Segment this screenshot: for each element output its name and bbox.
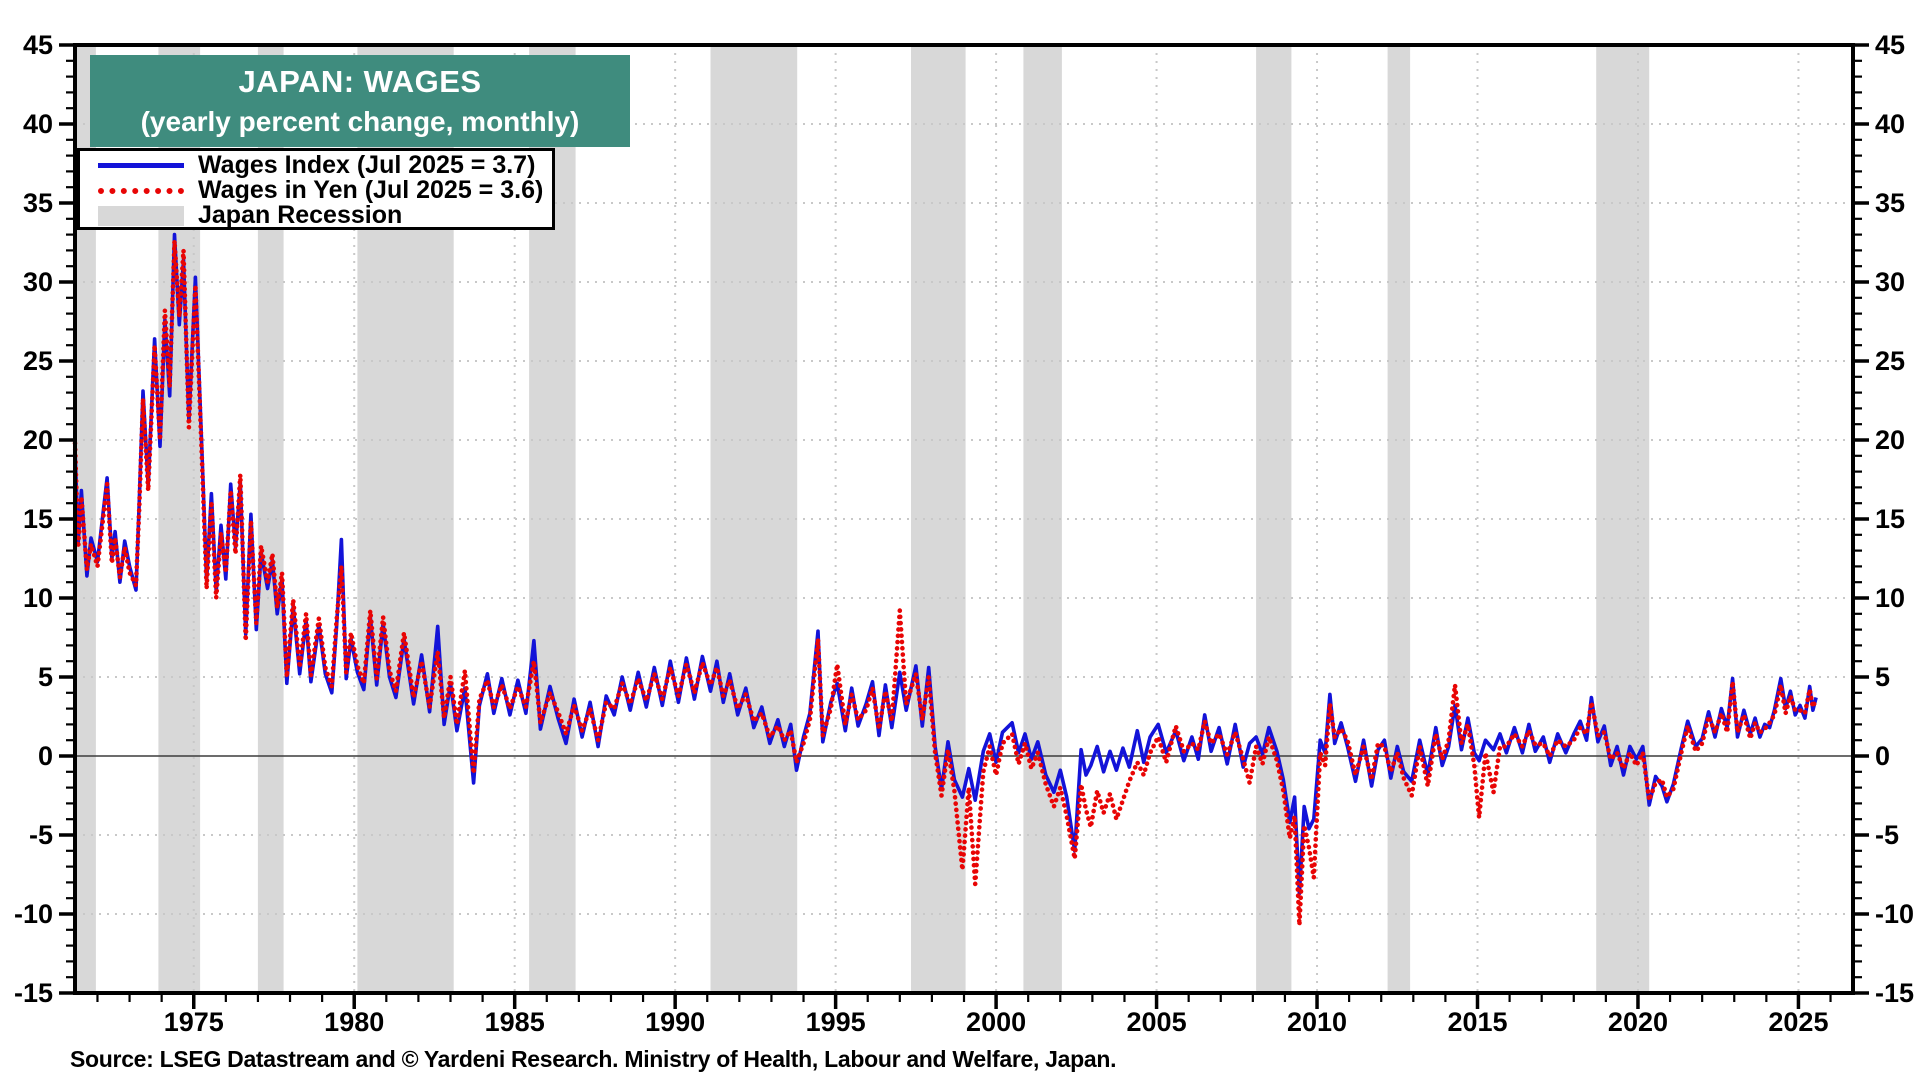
y-axis-label-left: 30 [23, 267, 53, 297]
x-axis-label: 1980 [324, 1007, 384, 1037]
recession-band [1596, 45, 1650, 993]
y-axis-label-right: 15 [1875, 504, 1905, 534]
dotted-line-swatch-icon [98, 187, 184, 194]
legend-item-japan-recession: Japan Recession [80, 201, 552, 229]
y-axis-label-right: -10 [1875, 899, 1914, 929]
chart-subtitle: (yearly percent change, monthly) [140, 106, 580, 138]
solid-line-swatch-icon [98, 163, 184, 168]
y-axis-label-left: 10 [23, 583, 53, 613]
x-axis-label: 1975 [164, 1007, 224, 1037]
y-axis-label-right: 0 [1875, 741, 1890, 771]
y-axis-label-right: 25 [1875, 346, 1905, 376]
y-axis-label-right: -5 [1875, 820, 1899, 850]
y-axis-label-left: 40 [23, 109, 53, 139]
recession-band [1256, 45, 1292, 993]
y-axis-label-left: 45 [23, 30, 53, 60]
x-axis-label: 2000 [966, 1007, 1026, 1037]
x-axis-label: 2025 [1768, 1007, 1828, 1037]
y-axis-label-right: 40 [1875, 109, 1905, 139]
y-axis-label-right: 20 [1875, 425, 1905, 455]
plot-frame [73, 43, 1855, 995]
x-axis-label: 2010 [1287, 1007, 1347, 1037]
y-axis-label-left: 15 [23, 504, 53, 534]
series-wages-in-yen [72, 238, 1819, 928]
chart-title: JAPAN: WAGES [238, 64, 482, 100]
y-axis-label-left: 35 [23, 188, 53, 218]
y-axis-label-right: 30 [1875, 267, 1905, 297]
recession-band [911, 45, 966, 993]
legend-label: Wages Index (Jul 2025 = 3.7) [198, 151, 536, 179]
x-axis-label: 2015 [1447, 1007, 1507, 1037]
recession-band [1387, 45, 1411, 993]
recession-band-swatch-icon [98, 205, 184, 226]
y-axis-label-left: 25 [23, 346, 53, 376]
y-axis-label-left: -10 [14, 899, 53, 929]
y-axis-label-right: 5 [1875, 662, 1890, 692]
y-axis-label-left: 5 [38, 662, 53, 692]
legend: Wages Index (Jul 2025 = 3.7) Wages in Ye… [77, 148, 555, 230]
y-axis-label-right: 35 [1875, 188, 1905, 218]
x-axis-label: 2005 [1127, 1007, 1187, 1037]
x-axis-label: 1990 [645, 1007, 705, 1037]
legend-label: Japan Recession [198, 201, 403, 229]
y-axis-label-left: -5 [29, 820, 53, 850]
x-axis-label: 1995 [806, 1007, 866, 1037]
source-note: Source: LSEG Datastream and © Yardeni Re… [70, 1046, 1117, 1072]
legend-label: Wages in Yen (Jul 2025 = 3.6) [198, 176, 544, 204]
y-axis-label-left: -15 [14, 978, 53, 1008]
y-axis-label-right: 45 [1875, 30, 1905, 60]
y-axis-label-left: 20 [23, 425, 53, 455]
y-axis-label-right: 10 [1875, 583, 1905, 613]
x-axis-label: 2020 [1608, 1007, 1668, 1037]
legend-item-wages-in-yen: Wages in Yen (Jul 2025 = 3.6) [80, 176, 552, 204]
x-axis-label: 1985 [485, 1007, 545, 1037]
legend-item-wages-index: Wages Index (Jul 2025 = 3.7) [80, 151, 552, 179]
y-axis-label-right: -15 [1875, 978, 1914, 1008]
y-axis-label-left: 0 [38, 741, 53, 771]
recession-band [1023, 45, 1062, 993]
chart-title-box: JAPAN: WAGES (yearly percent change, mon… [90, 55, 630, 147]
